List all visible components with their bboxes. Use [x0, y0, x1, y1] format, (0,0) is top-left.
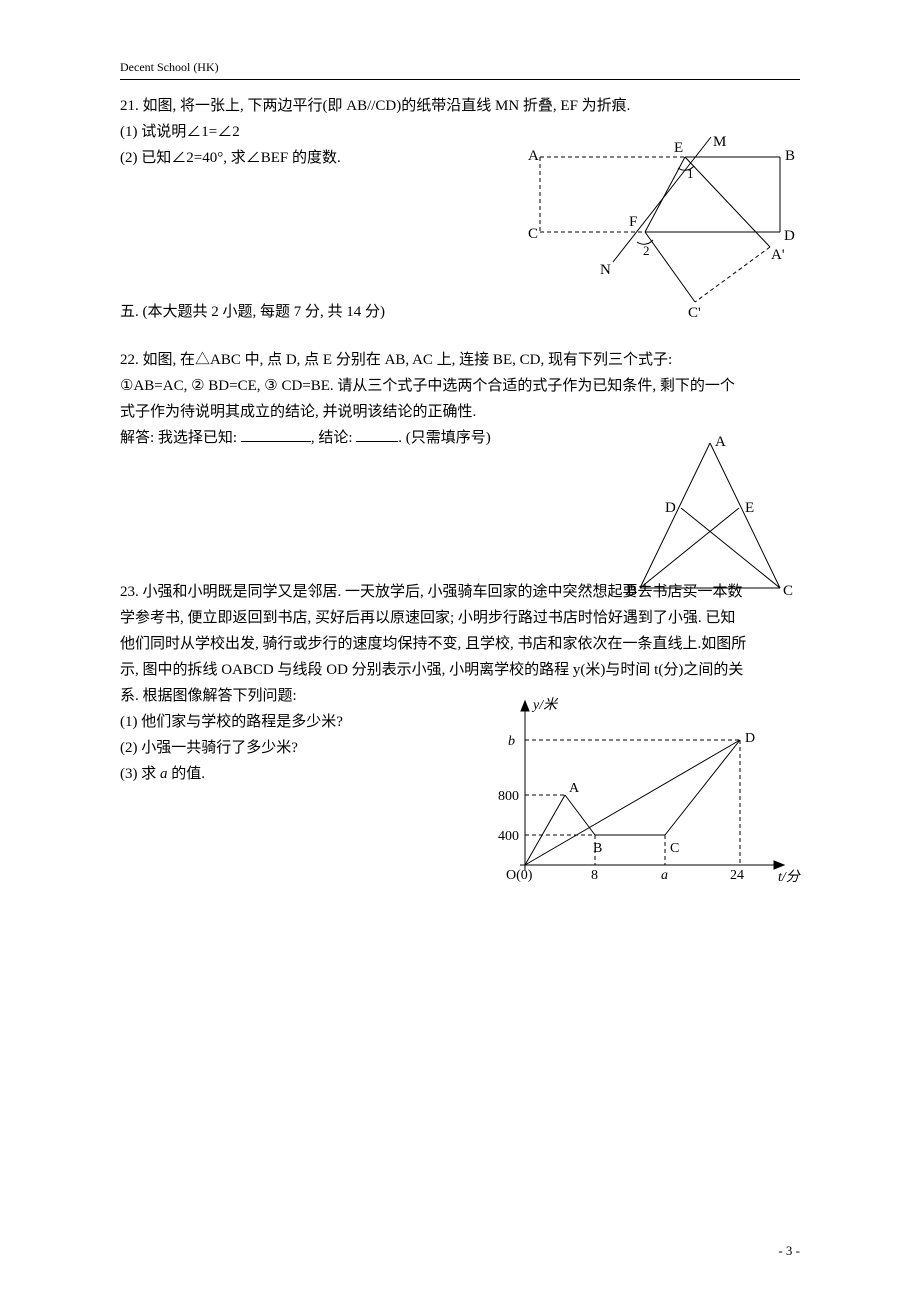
q23-ytick-b: b: [508, 734, 515, 749]
q21-label-M: M: [713, 134, 726, 150]
q23-label-A: A: [569, 781, 580, 796]
question-22: 22. 如图, 在△ABC 中, 点 D, 点 E 分别在 AB, AC 上, …: [120, 348, 800, 450]
q21-angle-1: 1: [687, 166, 694, 181]
q22-line2: ①AB=AC, ② BD=CE, ③ CD=BE. 请从三个式子中选两个合适的式…: [120, 374, 800, 398]
q21-label-Cprime: C': [688, 305, 701, 321]
q21-label-B: B: [785, 148, 795, 164]
q22-blank-given[interactable]: [241, 427, 311, 442]
q23-line3: 他们同时从学校出发, 骑行或步行的速度均保持不变, 且学校, 书店和家依次在一条…: [120, 632, 800, 656]
q23-ytick-400: 400: [498, 829, 519, 844]
q21-label-N: N: [600, 262, 611, 278]
q21-figure: A B C D E F M N A' C' 1 2: [525, 132, 805, 330]
q23-xtick-8: 8: [591, 868, 598, 883]
q22-blank-conclusion[interactable]: [356, 427, 398, 442]
q23-label-C: C: [670, 841, 679, 856]
header-school: Decent School (HK): [120, 58, 800, 77]
q22-line4-c: . (只需填序号): [398, 430, 491, 446]
question-23: 23. 小强和小明既是同学又是邻居. 一天放学后, 小强骑车回家的途中突然想起要…: [120, 580, 800, 786]
header-rule: [120, 79, 800, 80]
q22-line4-b: , 结论:: [311, 430, 353, 446]
q22-line3: 式子作为待说明其成立的结论, 并说明该结论的正确性.: [120, 400, 800, 424]
q21-text: 21. 如图, 将一张上, 下两边平行(即 AB//CD)的纸带沿直线 MN 折…: [120, 94, 800, 118]
q23-label-D: D: [745, 731, 755, 746]
q22-line4-a: 解答: 我选择已知:: [120, 430, 237, 446]
q22-label-A: A: [715, 434, 726, 450]
q23-xtick-24: 24: [730, 868, 744, 883]
q23-xtick-a: a: [661, 868, 668, 883]
q23-ylabel: y/米: [531, 697, 559, 713]
q23-figure: y/米 t/分 b 800 400 O(0) 8 a 24 A B C D: [480, 695, 800, 903]
q23-ytick-800: 800: [498, 789, 519, 804]
q22-line1: 22. 如图, 在△ABC 中, 点 D, 点 E 分别在 AB, AC 上, …: [120, 348, 800, 372]
q23-line4: 示, 图中的拆线 OABCD 与线段 OD 分别表示小强, 小明离学校的路程 y…: [120, 658, 800, 682]
q22-label-E: E: [745, 500, 754, 516]
q21-angle-2: 2: [643, 243, 650, 258]
q21-label-Aprime: A': [771, 247, 785, 263]
q21-label-D: D: [784, 228, 795, 244]
q23-line1: 23. 小强和小明既是同学又是邻居. 一天放学后, 小强骑车回家的途中突然想起要…: [120, 580, 800, 604]
q23-origin: O(0): [506, 868, 533, 883]
q23-line2: 学参考书, 便立即返回到书店, 买好后再以原速回家; 小明步行路过书店时恰好遇到…: [120, 606, 800, 630]
question-21: 21. 如图, 将一张上, 下两边平行(即 AB//CD)的纸带沿直线 MN 折…: [120, 94, 800, 170]
q23-part3-var: a: [160, 766, 168, 782]
page-number: - 3 -: [778, 1241, 800, 1262]
q21-label-E: E: [674, 140, 683, 156]
q21-label-C: C: [528, 226, 538, 242]
q22-label-D: D: [665, 500, 676, 516]
q23-part3-a: (3) 求: [120, 766, 160, 782]
q21-label-F: F: [629, 214, 637, 230]
q21-label-A: A: [528, 148, 539, 164]
q23-part3-b: 的值.: [168, 766, 206, 782]
q23-xlabel: t/分: [778, 869, 802, 885]
q23-label-B: B: [593, 841, 602, 856]
